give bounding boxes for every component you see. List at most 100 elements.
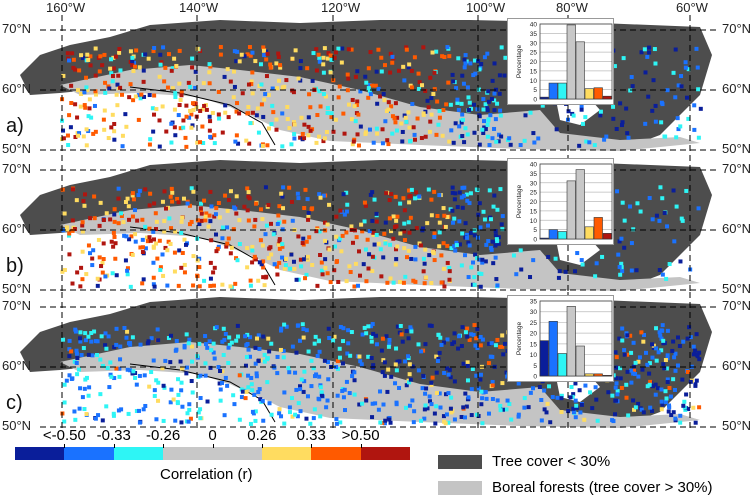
correlation-pixel <box>417 86 422 91</box>
correlation-pixel <box>671 339 676 344</box>
correlation-pixel <box>587 140 592 145</box>
colorbar-bin <box>212 447 262 460</box>
correlation-pixel <box>96 237 101 242</box>
correlation-pixel <box>281 185 286 190</box>
correlation-pixel <box>155 327 160 332</box>
correlation-pixel <box>143 224 148 229</box>
correlation-pixel <box>195 218 200 223</box>
correlation-pixel <box>277 237 282 242</box>
colorbar-tick <box>360 444 362 448</box>
correlation-pixel <box>466 395 471 400</box>
correlation-pixel <box>357 402 362 407</box>
correlation-pixel <box>495 337 500 342</box>
colorbar-tick <box>212 444 214 448</box>
histogram-bar <box>557 231 567 240</box>
correlation-pixel <box>269 252 274 257</box>
histogram-bar <box>566 180 576 240</box>
correlation-pixel <box>678 413 683 418</box>
correlation-pixel <box>432 87 437 92</box>
correlation-pixel <box>130 214 135 219</box>
correlation-pixel <box>151 129 156 134</box>
correlation-pixel <box>413 257 418 262</box>
correlation-pixel <box>288 266 293 271</box>
correlation-pixel <box>254 113 259 118</box>
correlation-pixel <box>397 359 402 364</box>
correlation-pixel <box>441 206 446 211</box>
correlation-pixel <box>474 373 479 378</box>
correlation-pixel <box>681 403 686 408</box>
correlation-pixel <box>310 78 315 83</box>
longitude-label: 100°W <box>466 0 506 15</box>
correlation-pixel <box>643 121 648 126</box>
correlation-pixel <box>147 226 152 231</box>
border-line <box>129 86 276 146</box>
correlation-pixel <box>442 370 447 375</box>
correlation-pixel <box>394 368 399 373</box>
correlation-pixel <box>384 109 389 114</box>
correlation-pixel <box>234 194 239 199</box>
correlation-pixel <box>279 328 284 333</box>
correlation-pixel <box>95 339 100 344</box>
y-tick-label: 25 <box>530 190 538 197</box>
correlation-pixel <box>500 214 505 219</box>
correlation-pixel <box>188 84 193 89</box>
correlation-pixel <box>189 186 194 191</box>
correlation-pixel <box>686 116 691 121</box>
correlation-pixel <box>471 260 476 265</box>
correlation-pixel <box>629 241 634 246</box>
correlation-pixel <box>688 335 693 340</box>
y-tick-label: 30 <box>530 40 538 47</box>
correlation-pixel <box>631 368 636 373</box>
correlation-pixel <box>319 393 324 398</box>
latitude-label: 60°N <box>722 81 752 96</box>
latitude-label: 60°N <box>722 358 752 373</box>
correlation-pixel <box>282 322 287 327</box>
correlation-pixel <box>419 418 424 423</box>
correlation-pixel <box>153 211 158 216</box>
correlation-pixel <box>471 73 476 78</box>
correlation-pixel <box>305 66 310 71</box>
correlation-pixel <box>237 111 242 116</box>
correlation-pixel <box>127 217 132 222</box>
correlation-pixel <box>293 412 298 417</box>
correlation-pixel <box>184 114 189 119</box>
correlation-pixel <box>465 198 470 203</box>
correlation-pixel <box>450 341 455 346</box>
correlation-pixel <box>336 46 341 51</box>
correlation-pixel <box>459 414 464 419</box>
correlation-pixel <box>325 110 330 115</box>
correlation-pixel <box>544 410 549 415</box>
correlation-pixel <box>485 106 490 111</box>
correlation-pixel <box>128 82 133 87</box>
correlation-pixel <box>329 111 334 116</box>
correlation-pixel <box>207 339 212 344</box>
correlation-pixel <box>488 354 493 359</box>
correlation-pixel <box>620 338 625 343</box>
correlation-pixel <box>318 195 323 200</box>
correlation-pixel <box>168 194 173 199</box>
correlation-pixel <box>226 198 231 203</box>
correlation-pixel <box>284 256 289 261</box>
correlation-pixel <box>498 403 503 408</box>
correlation-pixel <box>371 363 376 368</box>
correlation-pixel <box>368 92 373 97</box>
correlation-pixel <box>269 412 274 417</box>
correlation-pixel <box>494 277 499 282</box>
map <box>20 15 720 153</box>
correlation-pixel <box>423 247 428 252</box>
correlation-pixel <box>332 268 337 273</box>
correlation-pixel <box>480 396 485 401</box>
correlation-pixel <box>130 193 135 198</box>
correlation-pixel <box>263 275 268 280</box>
histogram-inset: 0 5 10 15 20 25 30 35 Percentage <box>507 295 614 382</box>
correlation-pixel <box>342 212 347 217</box>
correlation-pixel <box>409 85 414 90</box>
colorbar-tick-label: 0.33 <box>296 427 326 444</box>
correlation-pixel <box>296 401 301 406</box>
correlation-pixel <box>298 135 303 140</box>
correlation-pixel <box>437 244 442 249</box>
correlation-pixel <box>479 271 484 276</box>
correlation-pixel <box>80 249 85 254</box>
correlation-pixel <box>225 241 230 246</box>
correlation-pixel <box>187 402 192 407</box>
